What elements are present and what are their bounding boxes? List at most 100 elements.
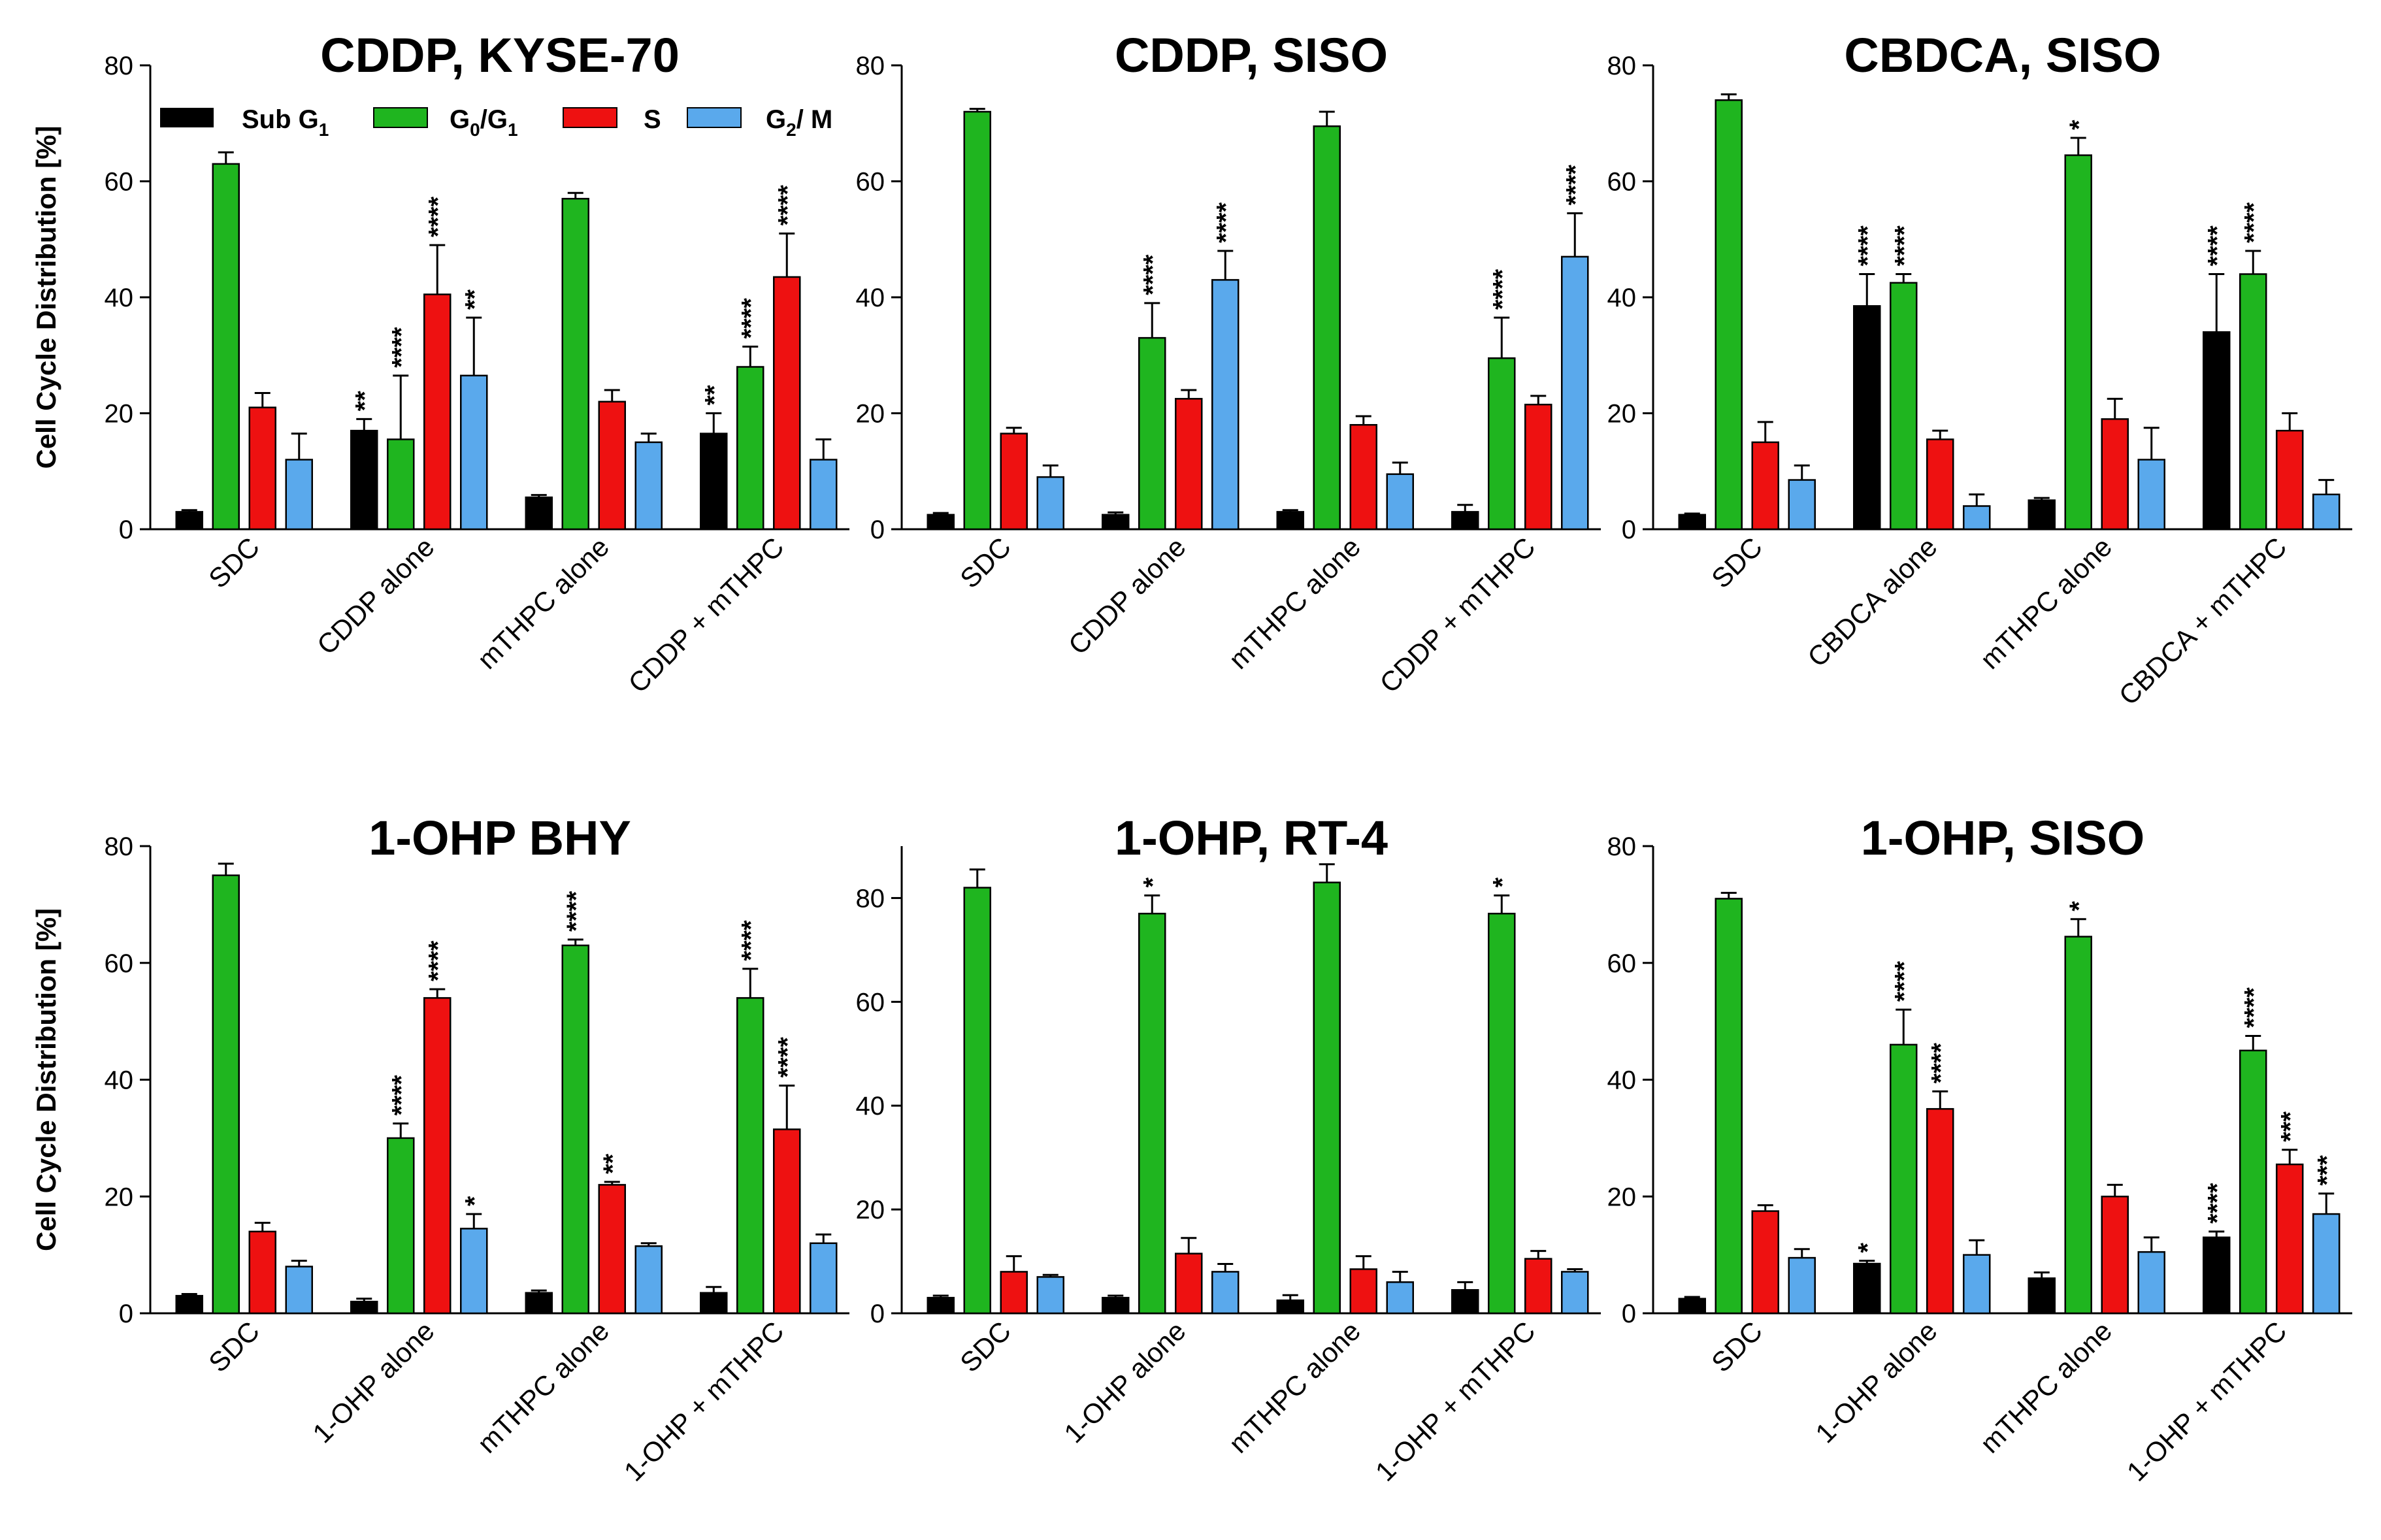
y-tick-label: 20 [105,1183,134,1211]
chart-title: 1-OHP, SISO [1861,811,2145,865]
bar-g0-g1-sdc [212,163,240,531]
significance-label: **** [1138,254,1167,295]
y-tick-label: 40 [1607,1066,1637,1095]
bar-sub-g1-cbdca-mthpc [2203,331,2231,531]
category-label: CDDP alone [1062,531,1192,661]
bar-sub-g1-cddp-alone [1102,514,1130,531]
category-label: SDC [1705,531,1768,594]
bar-sub-g1-mthpc-alone [1276,511,1304,531]
category-label: CBDCA alone [1801,531,1943,672]
bar-sub-g1-mthpc-alone [2028,499,2056,531]
bar-s-sdc [1751,441,1779,531]
bar-g0-g1-1-ohp-alone [1890,1043,1918,1315]
bar-g0-g1-cbdca-mthpc [2239,273,2267,531]
bar-g0-g1-1-ohp-mthpc [1488,913,1516,1315]
legend: Sub G1 G0/G1 S G2/ M [160,105,832,140]
bar-g2-m-cbdca-alone [1963,505,1991,531]
significance-label: **** [387,1075,416,1116]
bar-g0-g1-mthpc-alone [561,944,589,1315]
category-label: mTHPC alone [1974,531,2118,675]
bar-sub-g1-cddp-mthpc [1451,511,1479,531]
significance-label: *** [2276,1111,2305,1142]
legend-label-sub-g1: Sub G1 [242,105,329,140]
bar-g2-m-cbdca-mthpc [2312,493,2340,531]
bar-g2-m-mthpc-alone [1386,473,1414,531]
bar-g2-m-1-ohp-alone [1211,1271,1240,1315]
category-label: SDC [203,1315,265,1378]
category-label: 1-OHP + mTHPC [2121,1315,2293,1487]
bar-g0-g1-1-ohp-mthpc [2239,1049,2267,1315]
y-tick-label: 60 [1607,168,1637,197]
y-tick-label: 0 [870,1300,885,1328]
bar-g0-g1-mthpc-alone [1313,881,1341,1315]
y-tick-label: 80 [1607,52,1637,80]
bar-g0-g1-sdc [963,110,991,531]
bar-g2-m-1-ohp-alone [1963,1254,1991,1315]
y-tick-label: 40 [856,1092,885,1121]
bar-g0-g1-1-ohp-mthpc [736,997,764,1315]
chart-title: CBDCA, SISO [1844,28,2161,82]
significance-label: **** [423,940,452,981]
bar-sub-g1-cddp-alone [350,429,378,531]
category-label: SDC [954,1315,1017,1378]
y-tick-label: 40 [105,284,134,312]
y-tick-label: 80 [1607,832,1637,861]
category-label: SDC [954,531,1017,594]
significance-label: * [2065,120,2094,130]
significance-label: **** [387,327,416,368]
significance-label: **** [2203,1183,2231,1224]
significance-label: **** [2203,225,2231,267]
significance-label: **** [562,891,591,932]
legend-swatch-g2m [687,107,742,128]
bar-g0-g1-mthpc-alone [2064,154,2092,531]
bar-sub-g1-mthpc-alone [1276,1299,1304,1315]
bar-g0-g1-sdc [963,887,991,1315]
bar-g2-m-mthpc-alone [634,1245,663,1315]
bar-s-sdc [1751,1210,1779,1315]
legend-label-s: S [644,105,661,134]
bar-sub-g1-mthpc-alone [525,1292,553,1315]
y-tick-label: 20 [105,400,134,429]
significance-label: ** [460,289,489,310]
significance-label: **** [736,298,765,339]
y-tick-label: 20 [856,400,885,429]
y-tick-label: 60 [105,168,134,197]
bar-g2-m-sdc [1788,479,1816,531]
category-label: 1-OHP + mTHPC [618,1315,790,1487]
y-tick-label: 20 [1607,1183,1637,1211]
y-tick-label: 40 [856,284,885,312]
chart-title: 1-OHP, RT-4 [1115,811,1388,865]
y-tick-label: 0 [119,516,133,544]
significance-label: **** [1890,961,1918,1002]
category-label: 1-OHP alone [306,1315,440,1449]
bar-sub-g1-sdc [175,1294,203,1315]
bar-sub-g1-sdc [927,514,955,531]
bar-s-mthpc-alone [1349,424,1377,531]
category-label: 1-OHP alone [1058,1315,1191,1449]
significance-label: **** [1926,1043,1955,1084]
bar-g2-m-cddp-alone [1211,279,1240,531]
bar-g0-g1-1-ohp-alone [1138,913,1166,1315]
y-tick-label: 80 [856,52,885,80]
bar-sub-g1-sdc [1678,1298,1706,1315]
category-label: mTHPC alone [471,531,615,675]
bar-s-1-ohp-mthpc [2276,1163,2304,1315]
significance-label: * [1138,877,1167,887]
bar-g2-m-sdc [1788,1256,1816,1315]
bar-s-cddp-alone [1175,398,1203,531]
bar-sub-g1-1-ohp-mthpc [2203,1236,2231,1315]
bar-s-1-ohp-mthpc [1524,1258,1552,1315]
significance-label: ** [599,1153,627,1174]
legend-swatch-sub-g1 [160,108,214,127]
bar-s-sdc [248,406,276,531]
bar-sub-g1-sdc [175,511,203,531]
chart-title: CDDP, KYSE-70 [320,28,680,82]
significance-label: * [2065,901,2094,911]
bar-g2-m-1-ohp-mthpc [2312,1213,2340,1315]
category-label: mTHPC alone [1223,531,1366,675]
bar-g0-g1-cddp-mthpc [736,366,764,531]
chart-title: 1-OHP BHY [369,811,631,865]
bar-g2-m-1-ohp-alone [460,1228,488,1315]
